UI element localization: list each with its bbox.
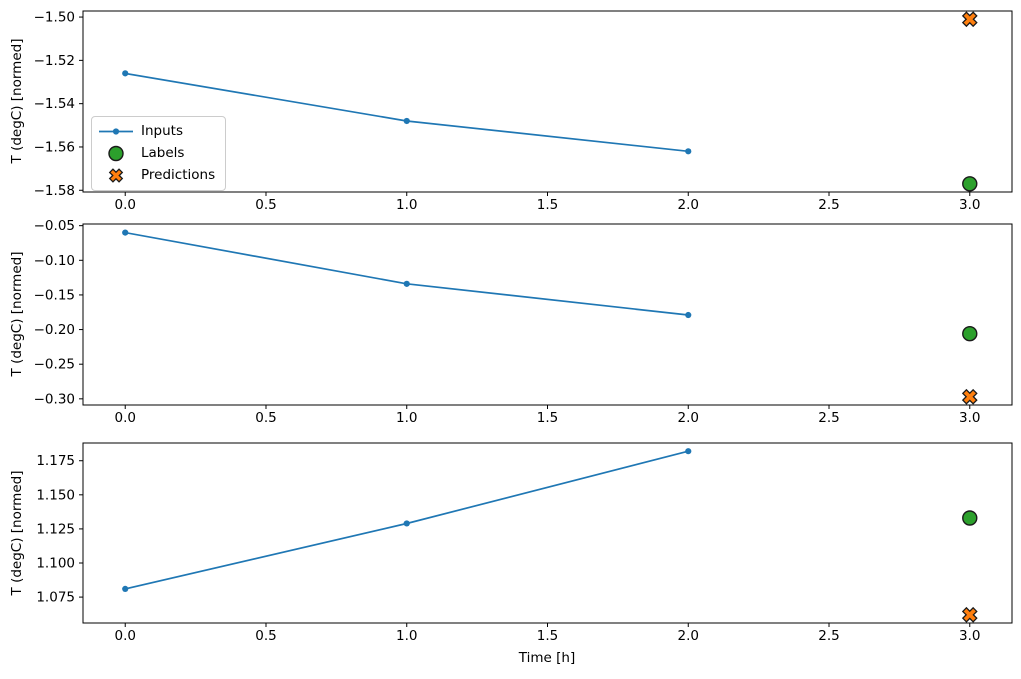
input-point-marker <box>403 117 410 125</box>
x-tick-label: 2.0 <box>678 410 699 426</box>
x-tick-label: 2.0 <box>678 628 699 644</box>
y-tick-label: 1.100 <box>36 556 75 572</box>
x-tick-label: 1.0 <box>396 410 417 426</box>
y-tick-label: −0.25 <box>34 357 75 373</box>
x-tick-label: 3.0 <box>959 410 980 426</box>
prediction-point-marker <box>961 388 978 405</box>
input-point-marker <box>122 585 129 593</box>
x-tick-label: 3.0 <box>959 197 980 213</box>
subplot-2: 0.0 0.5 1.0 1.5 2.0 2.5 3.0 −0.05 −0.10 −0.15 −0.2… <box>34 218 1013 426</box>
input-point-marker <box>403 280 410 287</box>
label-point-marker <box>962 510 978 526</box>
ylabel-subplot-3: T (degC) [normed] <box>9 470 25 596</box>
axes-spines <box>82 223 1013 406</box>
y-tick-label: 1.150 <box>36 487 75 503</box>
xlabel-time: Time [h] <box>518 650 576 666</box>
predictions-x-sample <box>108 168 124 183</box>
axes-spines <box>82 10 1013 193</box>
prediction-point-marker <box>961 11 978 28</box>
predictions-x-icon <box>108 168 124 183</box>
input-point-marker <box>685 148 692 155</box>
input-point-marker <box>685 311 692 319</box>
x-tick-label: 2.0 <box>678 197 699 213</box>
labels-circle-sample <box>108 145 124 162</box>
y-tick-label: −0.30 <box>34 391 75 407</box>
x-tick-label: 0.0 <box>114 410 135 426</box>
x-tick-label: 0.0 <box>114 628 135 644</box>
ylabel-subplot-2: T (degC) [normed] <box>9 251 25 377</box>
inputs-dot-sample <box>112 128 120 135</box>
input-point-marker <box>685 448 692 455</box>
legend-label-labels: Labels <box>141 145 185 161</box>
y-tick-label: −1.52 <box>34 53 75 69</box>
inputs-line-icon <box>99 128 133 135</box>
y-tick-label: −0.20 <box>34 322 75 338</box>
subplot-1: 0.0 0.5 1.0 1.5 2.0 2.5 3.0 −1.50 −1.52 −1.54 −1.5… <box>34 10 1013 213</box>
subplot-3: 0.0 0.5 1.0 1.5 2.0 2.5 3.0 1.075 1.100 1.125 1.15… <box>36 442 1013 644</box>
y-tick-label: 1.125 <box>36 521 75 537</box>
x-tick-label: 3.0 <box>959 628 980 644</box>
input-point-marker <box>403 520 410 527</box>
y-tick-label: −1.54 <box>34 96 75 112</box>
y-tick-label: −1.58 <box>34 183 75 199</box>
x-tick-label: 0.5 <box>255 197 276 213</box>
x-tick-label: 1.5 <box>537 628 558 644</box>
y-tick-label: −0.10 <box>34 253 75 269</box>
y-tick-label: −0.15 <box>34 287 75 303</box>
y-tick-label: −1.56 <box>34 139 75 155</box>
prediction-point-marker <box>961 606 978 623</box>
label-point-marker <box>962 326 978 342</box>
x-tick-label: 1.5 <box>537 197 558 213</box>
input-point-marker <box>122 229 129 236</box>
ylabel-subplot-1: T (degC) [normed] <box>9 38 25 164</box>
axes-spines <box>82 442 1013 624</box>
labels-circle-icon <box>108 145 124 162</box>
y-tick-label: −1.50 <box>34 10 75 26</box>
legend-entry-inputs: Inputs <box>98 123 215 140</box>
input-point-marker <box>122 70 129 77</box>
legend-entry-predictions: Predictions <box>98 167 215 184</box>
y-tick-label: 1.175 <box>36 453 75 469</box>
inputs-line <box>124 231 690 316</box>
inputs-line <box>124 450 690 590</box>
x-tick-label: 1.0 <box>396 197 417 213</box>
x-tick-label: 2.5 <box>818 197 839 213</box>
x-tick-label: 0.0 <box>114 197 135 213</box>
x-tick-label: 2.5 <box>818 410 839 426</box>
label-point-marker <box>962 176 978 192</box>
x-tick-label: 0.5 <box>255 410 276 426</box>
y-tick-label: −0.05 <box>34 218 75 234</box>
legend-entry-labels: Labels <box>98 145 215 162</box>
legend-label-inputs: Inputs <box>141 123 183 139</box>
legend-label-predictions: Predictions <box>141 167 216 183</box>
y-tick-label: 1.075 <box>36 590 75 606</box>
x-tick-label: 1.0 <box>396 628 417 644</box>
x-tick-label: 0.5 <box>255 628 276 644</box>
x-tick-label: 1.5 <box>537 410 558 426</box>
x-tick-label: 2.5 <box>818 628 839 644</box>
legend: Inputs Labels Predictions <box>91 116 227 191</box>
